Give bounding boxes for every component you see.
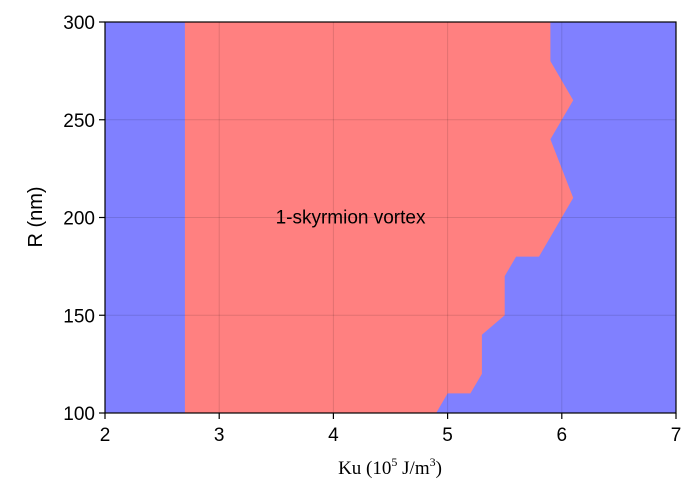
plot-area (105, 22, 676, 413)
y-tick-label: 250 (63, 111, 95, 132)
x-axis-title: Ku (105 J/m3) (338, 455, 442, 479)
x-axis-title-prefix: Ku (10 (338, 458, 391, 479)
y-axis-title: R (nm) (25, 186, 47, 247)
x-axis-title-unit: J/m (397, 458, 429, 479)
y-tick-label: 300 (63, 13, 95, 34)
y-tick-label: 200 (63, 209, 95, 230)
y-tick-label: 150 (63, 306, 95, 327)
x-tick-label: 2 (100, 425, 111, 446)
x-axis-title-unit-exponent: 3 (430, 455, 436, 469)
x-tick-label: 6 (557, 425, 568, 446)
x-tick-label: 7 (671, 425, 682, 446)
x-tick-label: 3 (214, 425, 225, 446)
region-0 (184, 22, 574, 413)
region-labels: 1-skyrmion vortex (276, 208, 426, 229)
region-label-0: 1-skyrmion vortex (276, 208, 426, 229)
x-tick-label: 5 (442, 425, 453, 446)
x-tick-label: 4 (328, 425, 339, 446)
axis-ticks: 2 3 4 5 6 7 100 150 200 250 300 (63, 13, 681, 446)
y-tick-label: 100 (63, 404, 95, 425)
x-axis-title-exponent: 5 (391, 455, 397, 469)
x-axis-title-suffix: ) (436, 458, 442, 479)
